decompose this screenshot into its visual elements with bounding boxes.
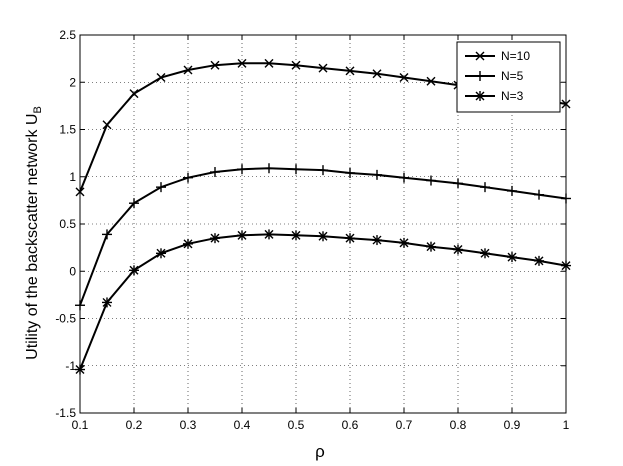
series-n3 <box>75 229 571 375</box>
data-point-n3 <box>264 229 274 240</box>
data-point-n3 <box>534 255 544 266</box>
marker-stroke <box>475 51 485 61</box>
marker-stroke <box>264 58 274 68</box>
data-point-n5 <box>156 182 166 193</box>
data-point-n5 <box>372 169 382 180</box>
marker-stroke <box>156 73 166 83</box>
data-point-n3 <box>102 297 112 308</box>
y-tick-label: 2.5 <box>59 28 76 42</box>
data-point-n5 <box>210 167 220 178</box>
data-point-n10 <box>372 69 382 79</box>
data-point-n3 <box>507 252 517 263</box>
marker-stroke <box>372 69 382 79</box>
y-tick-label: 0 <box>69 264 76 278</box>
data-point-n3 <box>372 235 382 246</box>
marker-stroke <box>129 89 139 99</box>
data-point-n5 <box>264 163 274 174</box>
marker-stroke <box>426 76 436 86</box>
series-layer <box>75 58 571 375</box>
data-point-n3 <box>291 230 301 241</box>
data-point-n3 <box>129 265 139 276</box>
data-point-n10 <box>318 63 328 73</box>
x-tick-label: 0.7 <box>396 418 413 432</box>
marker-stroke <box>183 65 193 75</box>
legend: N=10 N=5 N=3 <box>456 41 561 113</box>
data-point-n10 <box>264 58 274 68</box>
marker-stroke <box>102 120 112 130</box>
y-axis-label-subscript: B <box>32 106 44 113</box>
data-point-n3 <box>210 233 220 244</box>
data-point-n3 <box>237 230 247 241</box>
data-point-n3 <box>183 238 193 249</box>
data-point-n10 <box>291 60 301 70</box>
data-point-n10 <box>129 89 139 99</box>
data-point-n5 <box>399 172 409 183</box>
data-point-n10 <box>345 66 355 76</box>
data-point-n5 <box>183 172 193 183</box>
legend-label-n3: N=3 <box>501 89 524 103</box>
tick-layer: 0.1 0.2 0.3 0.4 0.5 0.6 0.7 0.8 0.9 1 -1.5 -1 -0.5 0 0… <box>55 28 569 432</box>
x-tick-label: 0.5 <box>288 418 305 432</box>
y-axis-label: Utility of the backscatter network UB <box>24 106 44 360</box>
marker-stroke <box>399 73 409 83</box>
series-n5 <box>75 163 571 311</box>
data-point-n10 <box>102 120 112 130</box>
y-tick-label: 2 <box>69 75 76 89</box>
legend-marker-n10 <box>475 51 485 61</box>
data-point-n5 <box>318 165 328 176</box>
legend-marker-n3 <box>475 91 485 101</box>
x-tick-label: 0.3 <box>180 418 197 432</box>
data-point-n10 <box>210 60 220 70</box>
data-point-n3 <box>453 244 463 255</box>
legend-marker-n5 <box>475 71 485 81</box>
x-tick-label: 0.2 <box>126 418 143 432</box>
data-point-n3 <box>480 248 490 259</box>
marker-stroke <box>345 66 355 76</box>
data-point-n3 <box>156 248 166 259</box>
marker-stroke <box>291 60 301 70</box>
x-tick-label: 0.9 <box>504 418 521 432</box>
data-point-n5 <box>534 189 544 200</box>
legend-label-n5: N=5 <box>501 69 524 83</box>
y-tick-label: -1 <box>65 359 76 373</box>
data-point-n3 <box>399 237 409 248</box>
data-point-n5 <box>426 175 436 186</box>
data-point-n10 <box>156 73 166 83</box>
x-axis-label: ρ <box>315 442 325 461</box>
data-point-n3 <box>345 233 355 244</box>
data-point-n10 <box>237 58 247 68</box>
y-tick-label: -1.5 <box>55 406 76 420</box>
data-point-n10 <box>399 73 409 83</box>
grid-layer <box>80 35 566 413</box>
data-point-n5 <box>345 167 355 178</box>
data-point-n5 <box>129 198 139 209</box>
y-tick-label: 1 <box>69 170 76 184</box>
legend-label-n10: N=10 <box>501 49 530 63</box>
data-point-n5 <box>291 164 301 175</box>
x-tick-label: 0.4 <box>234 418 251 432</box>
y-tick-label: 0.5 <box>59 217 76 231</box>
y-tick-label: -0.5 <box>55 312 76 326</box>
data-point-n5 <box>102 229 112 240</box>
marker-stroke <box>237 58 247 68</box>
data-point-n5 <box>507 185 517 196</box>
x-tick-label: 0.8 <box>450 418 467 432</box>
data-point-n3 <box>318 231 328 242</box>
x-tick-label: 1 <box>563 418 570 432</box>
data-point-n10 <box>426 76 436 86</box>
y-axis-label-text: Utility of the backscatter network U <box>24 114 41 360</box>
marker-stroke <box>210 60 220 70</box>
data-point-n5 <box>453 178 463 189</box>
x-tick-label: 0.1 <box>72 418 89 432</box>
data-point-n5 <box>237 164 247 175</box>
y-tick-label: 1.5 <box>59 123 76 137</box>
x-tick-label: 0.6 <box>342 418 359 432</box>
data-point-n10 <box>183 65 193 75</box>
marker-stroke <box>318 63 328 73</box>
data-point-n5 <box>480 182 490 193</box>
data-point-n3 <box>426 241 436 252</box>
